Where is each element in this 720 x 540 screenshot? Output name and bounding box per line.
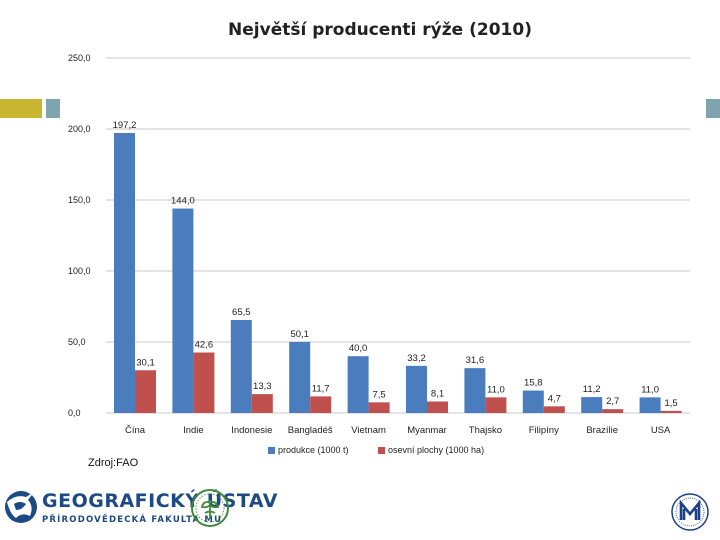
bar <box>485 397 507 413</box>
legend-label: osevní plochy (1000 ha) <box>388 445 484 455</box>
x-tick-label: Thajsko <box>469 425 502 436</box>
bar <box>639 397 661 413</box>
bar <box>602 409 624 413</box>
data-label: 144,0 <box>171 196 195 207</box>
x-tick-label: Čína <box>125 425 146 436</box>
bar <box>406 365 427 413</box>
x-tick-label: USA <box>651 425 671 436</box>
x-tick-label: Indonesie <box>231 425 272 436</box>
y-tick-label: 100,0 <box>68 266 91 276</box>
x-tick-label: Bangladéš <box>288 425 333 436</box>
data-label: 13,3 <box>253 381 272 392</box>
bar <box>135 370 156 413</box>
x-tick-label: Indie <box>183 425 204 436</box>
bar-chart: 0,0 50,0 100,0 150,0 200,0 250,0 197,2 30,1 Čína… <box>68 53 690 455</box>
data-label: 42,6 <box>195 340 214 351</box>
bar <box>310 396 332 413</box>
masaryk-university-seal-icon <box>671 493 709 531</box>
accent-square-right <box>706 99 720 118</box>
y-tick-label: 0,0 <box>68 408 81 418</box>
accent-square-left <box>46 99 60 118</box>
x-tick-label: Filipíny <box>529 425 559 436</box>
data-label: 8,1 <box>431 388 444 399</box>
bar <box>289 341 311 413</box>
bar <box>522 390 544 413</box>
data-label: 31,6 <box>466 355 485 366</box>
bar <box>172 208 194 413</box>
faculty-seal-icon <box>191 489 229 527</box>
legend-swatch <box>378 447 385 454</box>
bar <box>251 394 273 413</box>
x-tick-label: Brazílie <box>586 425 618 436</box>
bar <box>347 356 369 413</box>
bar <box>114 132 135 413</box>
bar <box>230 319 252 413</box>
data-label: 11,0 <box>641 384 659 395</box>
bar <box>660 410 682 413</box>
data-label: 197,2 <box>113 120 137 131</box>
data-label: 50,1 <box>290 329 309 340</box>
x-tick-label: Vietnam <box>351 425 386 436</box>
data-label: 11,7 <box>312 383 330 394</box>
y-tick-label: 150,0 <box>68 195 91 205</box>
data-label: 30,1 <box>136 357 155 368</box>
bar <box>581 397 603 413</box>
source-note: Zdroj:FAO <box>88 457 139 469</box>
bar <box>368 402 390 413</box>
chart-title: Největší producenti rýže (2010) <box>228 20 532 40</box>
data-label: 65,5 <box>232 307 251 318</box>
data-label: 40,0 <box>349 343 368 354</box>
legend-swatch <box>268 447 275 454</box>
data-label: 15,8 <box>524 378 543 389</box>
data-label: 7,5 <box>372 389 385 400</box>
geography-institute-logo-icon <box>5 491 37 523</box>
bar <box>543 406 565 413</box>
y-tick-label: 250,0 <box>68 53 91 63</box>
y-tick-label: 200,0 <box>68 124 91 134</box>
accent-bar-left <box>0 99 42 118</box>
bar <box>464 368 486 413</box>
data-label: 11,2 <box>583 384 601 395</box>
x-tick-label: Myanmar <box>407 425 447 436</box>
data-label: 1,5 <box>664 398 677 409</box>
institute-name: GEOGRAFICKÝ ÚSTAV <box>42 490 278 512</box>
data-label: 2,7 <box>606 396 619 407</box>
bar <box>427 401 448 413</box>
data-label: 33,2 <box>407 353 426 364</box>
faculty-name: PŘÍRODOVĚDECKÁ FAKULTA MU <box>42 515 223 525</box>
y-tick-label: 50,0 <box>68 337 86 347</box>
data-label: 4,7 <box>548 393 561 404</box>
legend-label: produkce (1000 t) <box>278 445 349 455</box>
data-label: 11,0 <box>487 384 505 395</box>
bar <box>193 352 215 413</box>
